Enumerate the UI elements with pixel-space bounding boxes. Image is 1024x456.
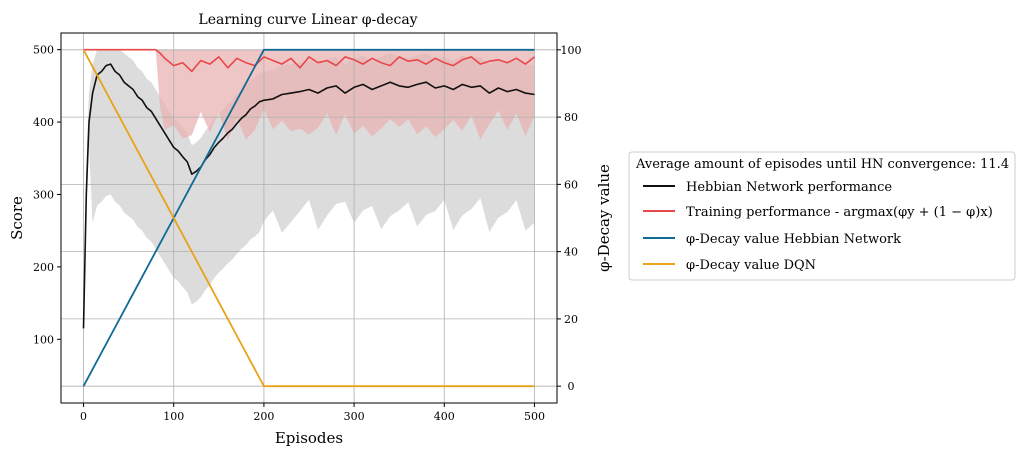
y-tick-label: 100 — [33, 333, 54, 346]
series-hebbian — [82, 63, 535, 329]
y-axis-right: 0 20 40 60 80 100 — [557, 44, 582, 393]
legend-entry-training: Training performance - argmax(φy + (1 − … — [686, 205, 993, 220]
series-training — [83, 48, 535, 73]
x-tick-label: 200 — [253, 410, 274, 423]
series-phi-dqn — [82, 49, 535, 388]
x-tick-label: 100 — [163, 410, 184, 423]
x-tick-label: 500 — [524, 410, 545, 423]
series-phi-hn — [82, 48, 535, 387]
confidence-bands — [83, 49, 535, 351]
chart-title: Learning curve Linear φ-decay — [198, 12, 417, 28]
y-tick-label: 400 — [33, 116, 54, 129]
legend-entry-phi-dqn: φ-Decay value DQN — [686, 258, 816, 273]
x-tick-label: 300 — [344, 410, 365, 423]
legend-entry-phi-hn: φ-Decay value Hebbian Network — [686, 232, 901, 247]
x-tick-label: 0 — [80, 410, 87, 423]
y-tick-label: 500 — [33, 44, 54, 57]
y2-tick-label: 80 — [564, 111, 578, 124]
series-lines — [82, 48, 535, 388]
legend-entry-hebbian: Hebbian Network performance — [686, 180, 892, 195]
y2-axis-label: φ-Decay value — [595, 164, 613, 272]
y-axis-label: Score — [8, 196, 26, 240]
y2-tick-label: 60 — [564, 178, 578, 191]
x-tick-label: 400 — [434, 410, 455, 423]
legend-box — [628, 151, 1016, 281]
training-band — [83, 49, 535, 141]
y2-tick-label: 40 — [564, 246, 578, 259]
plot-frame — [60, 32, 558, 404]
y2-tick-label: 100 — [561, 44, 582, 57]
x-axis-label: Episodes — [275, 429, 343, 447]
y2-tick-label: 20 — [564, 313, 578, 326]
legend: Average amount of episodes until HN conv… — [628, 151, 1016, 281]
y-tick-label: 300 — [33, 188, 54, 201]
x-axis: 0 100 200 300 400 500 — [80, 403, 545, 423]
y-axis-left: 100 200 300 400 500 — [33, 44, 61, 346]
y-tick-label: 200 — [33, 261, 54, 274]
legend-title: Average amount of episodes until HN conv… — [635, 157, 1009, 172]
y2-tick-label: 0 — [568, 380, 575, 393]
